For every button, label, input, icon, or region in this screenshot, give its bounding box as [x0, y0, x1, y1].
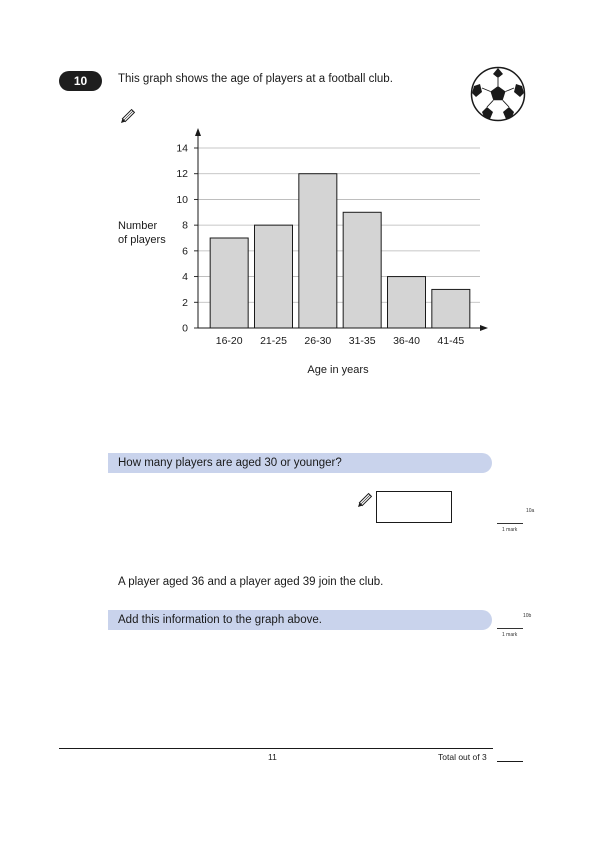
x-tick-label: 26-30 — [304, 335, 331, 347]
bar-16-20 — [209, 237, 249, 329]
x-tick-label: 36-40 — [393, 335, 420, 347]
part-b-ref: 10b — [523, 613, 532, 619]
page-number: 11 — [268, 752, 277, 762]
bar-36-40 — [387, 276, 426, 329]
pencil-icon — [357, 492, 373, 508]
y-tick-label: 8 — [182, 220, 188, 232]
bar-26-30 — [298, 173, 338, 329]
y-tick-label: 10 — [176, 194, 188, 206]
bar-31-35 — [342, 211, 382, 329]
total-answer-line — [497, 761, 523, 762]
x-axis-label: Age in years — [307, 364, 369, 376]
football-icon — [470, 66, 526, 122]
y-tick-label: 2 — [182, 297, 188, 309]
y-tick-label: 0 — [182, 323, 188, 335]
part-a-mark-line — [497, 523, 523, 524]
bar-41-45 — [431, 288, 471, 329]
question-intro: This graph shows the age of players at a… — [118, 73, 393, 85]
y-tick-label: 6 — [182, 245, 188, 257]
x-tick-label: 41-45 — [437, 335, 464, 347]
x-tick-label: 31-35 — [349, 335, 376, 347]
y-tick-label: 14 — [176, 143, 188, 155]
y-tick-label: 4 — [182, 271, 188, 283]
question-number-badge: 10 — [59, 71, 102, 91]
y-axis-label: Number — [118, 220, 157, 232]
part-b-mark-line — [497, 628, 523, 629]
pencil-icon — [120, 108, 136, 124]
x-tick-label: 16-20 — [216, 335, 243, 347]
y-axis-label: of players — [118, 234, 166, 246]
part-a-ref: 10a — [526, 508, 535, 514]
part-a-answer-box[interactable] — [376, 491, 452, 523]
part-a-prompt: How many players are aged 30 or younger? — [108, 453, 492, 473]
bar-21-25 — [254, 224, 293, 329]
part-b-mark: 1 mark — [502, 632, 518, 638]
x-axis-arrow — [480, 325, 488, 331]
total-label: Total out of 3 — [438, 752, 487, 762]
footer-rule — [59, 748, 493, 749]
y-axis-arrow — [195, 128, 201, 136]
y-tick-label: 12 — [176, 168, 188, 180]
part-b-stem: A player aged 36 and a player aged 39 jo… — [118, 576, 384, 588]
part-b-prompt: Add this information to the graph above. — [108, 610, 492, 630]
x-tick-label: 21-25 — [260, 335, 287, 347]
part-a-mark: 1 mark — [502, 527, 518, 533]
age-bar-chart: 0 2 4 6 8 10 12 14 16-20 21-25 26-30 31-35 36-40 41-4… — [118, 128, 488, 376]
